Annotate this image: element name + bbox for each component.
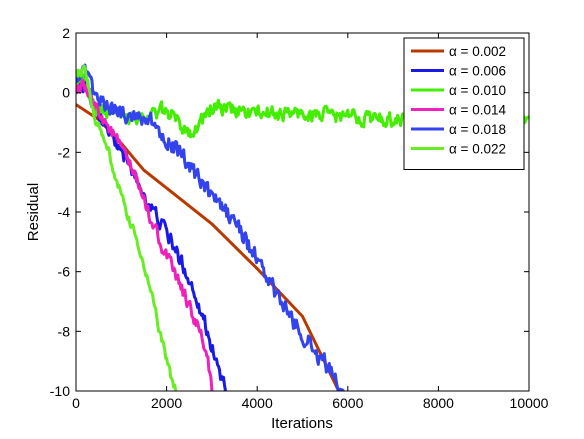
- x-tick-label: 0: [72, 395, 80, 411]
- y-tick-label: 2: [62, 25, 70, 41]
- y-tick-label: -6: [58, 264, 71, 280]
- x-tick-label: 8000: [423, 395, 454, 411]
- axes-layer: 0 2000 4000 6000 8000 10000 2 0 -2 -4 -6 -8 -10: [50, 25, 549, 411]
- x-tick-label: 2000: [151, 395, 182, 411]
- y-axis-title: Residual: [25, 183, 42, 241]
- series-line-4: [76, 79, 214, 391]
- series-line-6: [76, 64, 178, 391]
- legend-label: α = 0.010: [449, 83, 506, 98]
- legend-label: α = 0.018: [449, 122, 506, 137]
- legend: α = 0.002 α = 0.006 α = 0.010 α = 0.014 α = …: [403, 37, 525, 170]
- legend-label: α = 0.002: [449, 44, 506, 59]
- y-tick-label: -10: [50, 383, 70, 399]
- y-tick-label: -2: [58, 144, 71, 160]
- legend-label: α = 0.022: [449, 142, 506, 157]
- x-tick-label: 6000: [332, 395, 363, 411]
- y-tick-label: -4: [58, 204, 71, 220]
- series-line-2: [76, 77, 227, 391]
- series-layer: [76, 63, 529, 391]
- y-tick-label: 0: [62, 85, 70, 101]
- x-tick-label: 4000: [242, 395, 273, 411]
- legend-label: α = 0.014: [449, 103, 506, 118]
- x-tick-label: 10000: [510, 395, 549, 411]
- legend-label: α = 0.006: [449, 64, 506, 79]
- x-axis-title: Iterations: [271, 415, 333, 432]
- y-tick-label: -8: [58, 323, 71, 339]
- series-line-5: [76, 63, 345, 391]
